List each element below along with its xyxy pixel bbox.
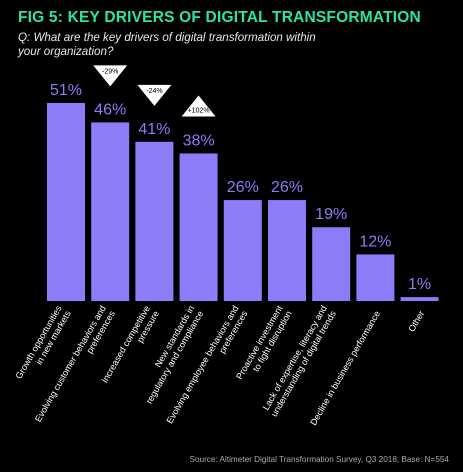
value-label-3: 41% xyxy=(138,121,170,138)
bar-2 xyxy=(91,122,130,301)
change-badge-1 xyxy=(93,65,128,87)
value-label-5: 26% xyxy=(227,179,259,196)
value-label-1: 51% xyxy=(50,82,82,99)
change-badge-label-1: -29% xyxy=(102,68,118,75)
bar-5 xyxy=(223,200,262,301)
bar-9 xyxy=(400,297,439,301)
bar-6 xyxy=(268,200,306,301)
value-label-4: 38% xyxy=(183,132,215,149)
bar-8 xyxy=(356,254,395,301)
survey-question: Q: What are the key drivers of digital t… xyxy=(18,31,438,59)
question-line-2: your organization? xyxy=(18,45,114,58)
value-label-2: 46% xyxy=(94,101,126,118)
value-label-6: 26% xyxy=(271,179,303,196)
change-badge-label-2: -24% xyxy=(146,88,162,95)
category-label-line: Other xyxy=(406,309,426,333)
value-label-7: 19% xyxy=(315,206,347,223)
change-badge-3 xyxy=(181,95,216,117)
category-label-9: Other xyxy=(406,309,426,333)
bar-1 xyxy=(47,103,85,301)
value-label-8: 12% xyxy=(359,233,391,250)
bar-3 xyxy=(135,141,174,301)
question-line-1: Q: What are the key drivers of digital t… xyxy=(18,31,316,44)
source-note: Source: Altimeter Digital Transformation… xyxy=(189,455,449,464)
bar-7 xyxy=(312,227,351,301)
bar-4 xyxy=(179,153,218,301)
change-badge-label-3: +102% xyxy=(188,107,210,114)
value-label-9: 1% xyxy=(408,276,431,293)
change-badge-2 xyxy=(137,84,172,106)
figure-title: FIG 5: KEY DRIVERS OF DIGITAL TRANSFORMA… xyxy=(18,9,421,26)
